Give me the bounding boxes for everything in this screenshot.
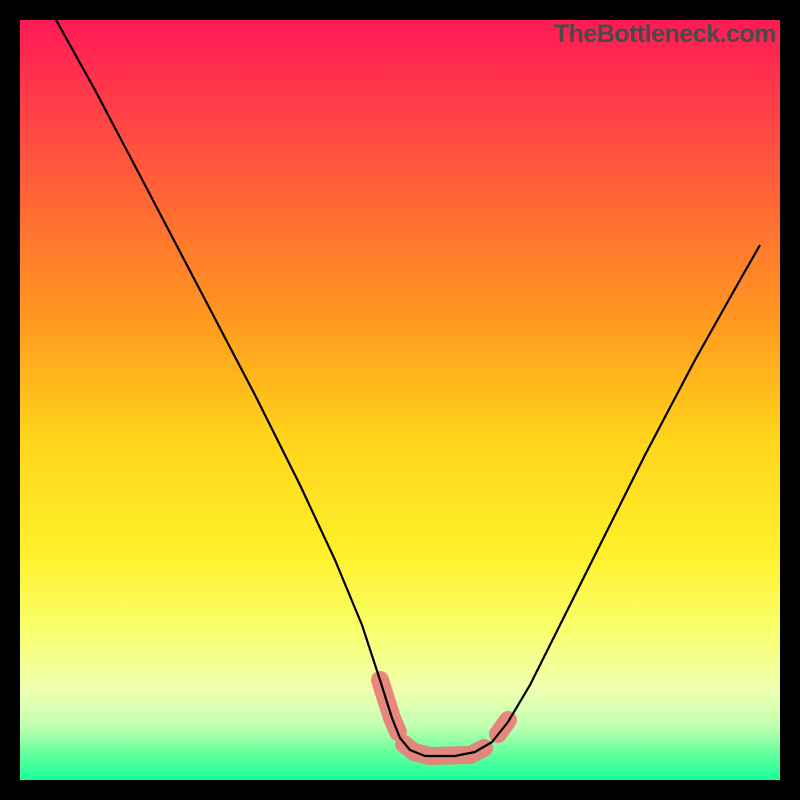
watermark-text: TheBottleneck.com	[554, 20, 776, 49]
chart-frame: TheBottleneck.com	[0, 0, 800, 800]
bottleneck-chart	[0, 0, 800, 800]
chart-background	[20, 20, 780, 780]
